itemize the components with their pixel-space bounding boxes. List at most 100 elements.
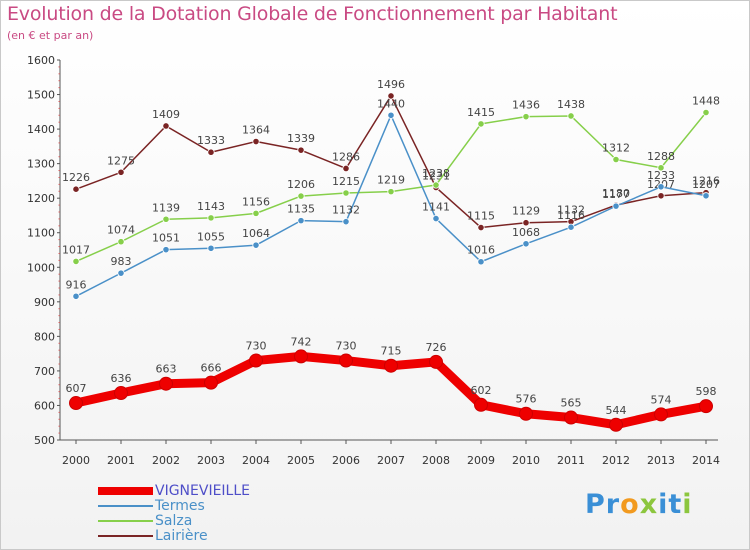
data-label: 730 (246, 340, 267, 353)
data-label: 1129 (512, 205, 540, 218)
data-point (522, 240, 530, 248)
y-tick-label: 700 (34, 365, 55, 378)
data-point (249, 353, 263, 368)
data-point (474, 397, 488, 412)
logo-letter: P (585, 489, 606, 520)
data-point (387, 188, 395, 196)
data-point (612, 202, 620, 210)
x-tick-label: 2007 (377, 454, 405, 467)
data-label: 1177 (602, 188, 630, 201)
data-point (654, 407, 668, 422)
data-label: 1051 (152, 232, 180, 245)
data-point (519, 406, 533, 421)
data-point (432, 181, 440, 189)
data-point (432, 214, 440, 223)
logo-letter: i (682, 489, 693, 520)
data-point (567, 223, 575, 231)
data-label: 1286 (332, 150, 360, 163)
data-point (162, 122, 170, 130)
legend-label: Salza (155, 513, 193, 529)
data-label: 1312 (602, 141, 630, 154)
data-label: 1115 (467, 210, 495, 223)
y-tick-label: 1400 (27, 123, 55, 136)
x-tick-label: 2005 (287, 454, 315, 467)
data-label: 1180 (602, 187, 630, 200)
data-label: 1139 (152, 201, 180, 214)
data-label: 1440 (377, 97, 405, 110)
data-label: 1017 (62, 243, 90, 256)
logo-letter: x (639, 489, 659, 520)
x-tick-label: 2004 (242, 454, 270, 467)
data-point (72, 292, 80, 300)
data-point (294, 349, 308, 364)
data-point (114, 386, 128, 401)
data-point (117, 168, 125, 176)
y-tick-label: 600 (34, 399, 55, 412)
data-point (564, 410, 578, 425)
data-label: 1496 (377, 78, 405, 91)
data-label: 1156 (242, 195, 270, 208)
series-termes: 916 983 1051 1055 1064 1135 1132 1440 1141 1016 10… (66, 97, 720, 300)
data-label: 607 (66, 382, 87, 395)
data-point (69, 396, 83, 411)
legend-swatch (98, 520, 153, 522)
data-label: 1074 (107, 224, 135, 237)
data-point (657, 192, 665, 200)
y-tick-label: 1500 (27, 89, 55, 102)
data-label: 1216 (692, 175, 720, 188)
data-point (387, 111, 395, 119)
legend-label: VIGNEVIEILLE (155, 483, 250, 499)
data-label: 1233 (647, 169, 675, 182)
data-point (72, 185, 80, 193)
data-point (297, 217, 305, 225)
data-point (609, 417, 623, 432)
x-tick-label: 2006 (332, 454, 360, 467)
x-tick-label: 2010 (512, 454, 540, 467)
data-label: 1436 (512, 99, 540, 112)
chart-subtitle: (en € et par an) (7, 29, 94, 42)
data-label: 1207 (692, 178, 720, 191)
data-label: 636 (111, 372, 132, 385)
data-point (387, 92, 395, 100)
data-label: 742 (291, 335, 312, 348)
data-label: 715 (381, 345, 402, 358)
y-tick-label: 900 (34, 296, 55, 309)
x-tick-label: 2009 (467, 454, 495, 467)
data-point (159, 376, 173, 391)
data-label: 1333 (197, 134, 225, 147)
data-point (207, 244, 215, 252)
data-point (522, 113, 530, 121)
data-point (297, 192, 305, 200)
data-label: 598 (696, 385, 717, 398)
y-tick-label: 1200 (27, 192, 55, 205)
data-point (117, 269, 125, 277)
data-label: 1135 (287, 203, 315, 216)
data-point (477, 258, 485, 266)
data-label: 1288 (647, 150, 675, 163)
data-point (702, 108, 710, 117)
data-label: 1132 (332, 204, 360, 217)
data-label: 1116 (557, 209, 585, 222)
data-label: 1141 (422, 201, 450, 214)
data-label: 1215 (332, 175, 360, 188)
proxiti-logo: Proxiti (585, 489, 693, 520)
x-tick-label: 2003 (197, 454, 225, 467)
y-tick-label: 500 (34, 434, 55, 447)
logo-letter: o (620, 489, 640, 520)
data-point (204, 375, 218, 390)
data-label: 1438 (557, 98, 585, 111)
data-label: 1339 (287, 132, 315, 145)
x-tick-label: 2008 (422, 454, 450, 467)
data-point (207, 148, 215, 156)
data-point (612, 155, 620, 164)
data-point (702, 192, 710, 200)
data-label: 916 (66, 278, 87, 291)
x-tick-label: 2012 (602, 454, 630, 467)
y-tick-label: 1000 (27, 261, 55, 274)
data-point (477, 120, 485, 128)
data-point (297, 146, 305, 154)
logo-letter: i (658, 489, 669, 520)
x-tick-label: 2000 (62, 454, 90, 467)
data-label: 1016 (467, 244, 495, 257)
y-tick-label: 800 (34, 330, 55, 343)
